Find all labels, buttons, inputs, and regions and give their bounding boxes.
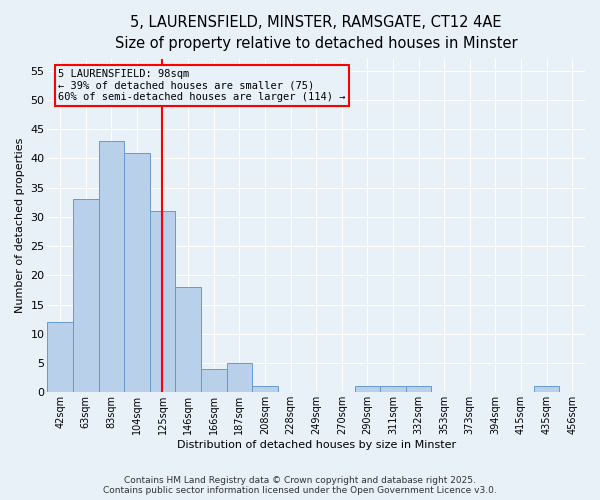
Bar bbox=[534, 386, 559, 392]
Bar bbox=[380, 386, 406, 392]
Bar bbox=[73, 200, 98, 392]
Bar bbox=[175, 287, 201, 393]
Title: 5, LAURENSFIELD, MINSTER, RAMSGATE, CT12 4AE
Size of property relative to detach: 5, LAURENSFIELD, MINSTER, RAMSGATE, CT12… bbox=[115, 15, 518, 51]
Text: Contains HM Land Registry data © Crown copyright and database right 2025.
Contai: Contains HM Land Registry data © Crown c… bbox=[103, 476, 497, 495]
Bar bbox=[355, 386, 380, 392]
X-axis label: Distribution of detached houses by size in Minster: Distribution of detached houses by size … bbox=[176, 440, 456, 450]
Bar bbox=[47, 322, 73, 392]
Text: 5 LAURENSFIELD: 98sqm
← 39% of detached houses are smaller (75)
60% of semi-deta: 5 LAURENSFIELD: 98sqm ← 39% of detached … bbox=[58, 69, 346, 102]
Bar bbox=[252, 386, 278, 392]
Bar bbox=[98, 141, 124, 393]
Bar bbox=[124, 152, 150, 392]
Bar bbox=[227, 363, 252, 392]
Y-axis label: Number of detached properties: Number of detached properties bbox=[15, 138, 25, 314]
Bar bbox=[150, 211, 175, 392]
Bar bbox=[201, 369, 227, 392]
Bar bbox=[406, 386, 431, 392]
